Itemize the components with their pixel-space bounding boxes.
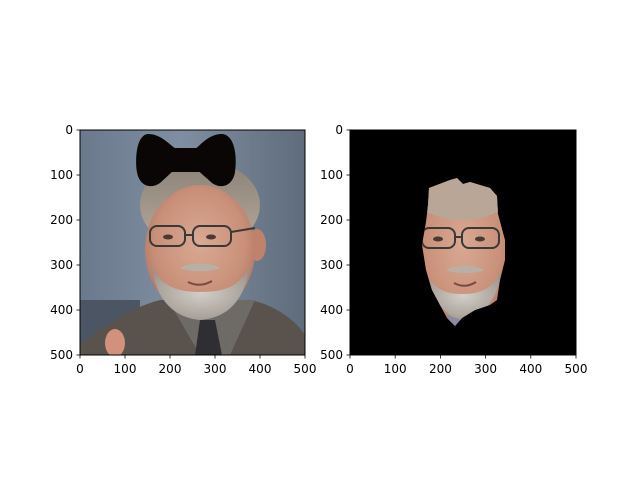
right-xtick-label-1: 100 [384,362,407,376]
left-ytick-label-2: 200 [50,213,73,227]
right-xtick-label-4: 400 [519,362,542,376]
right-xtick-label-0: 0 [346,362,354,376]
left-xtick-label-2: 200 [159,362,182,376]
bow-tie-overlay [136,134,236,187]
left-ytick-label-4: 400 [50,303,73,317]
right-xtick-label-3: 300 [474,362,497,376]
left-xtick-label-0: 0 [76,362,84,376]
left-xtick-label-1: 100 [114,362,137,376]
right-ytick-label-4: 400 [320,303,343,317]
right-xtick-label-2: 200 [429,362,452,376]
right-ytick-label-3: 300 [320,258,343,272]
left-frame [79,129,306,356]
left-ytick-label-1: 100 [50,168,73,182]
right-ytick-label-1: 100 [320,168,343,182]
right-ytick-label-5: 500 [320,348,343,362]
left-xtick-label-5: 500 [294,362,317,376]
left-ytick-label-3: 300 [50,258,73,272]
left-ytick-label-5: 500 [50,348,73,362]
right-frame [349,129,577,356]
left-xtick-label-3: 300 [204,362,227,376]
left-xtick-label-4: 400 [249,362,272,376]
right-image [350,130,576,355]
right-xtick-label-5: 500 [565,362,588,376]
left-ytick-label-0: 0 [65,123,73,137]
right-ytick-label-0: 0 [335,123,343,137]
left-image [80,130,305,355]
right-ytick-label-2: 200 [320,213,343,227]
